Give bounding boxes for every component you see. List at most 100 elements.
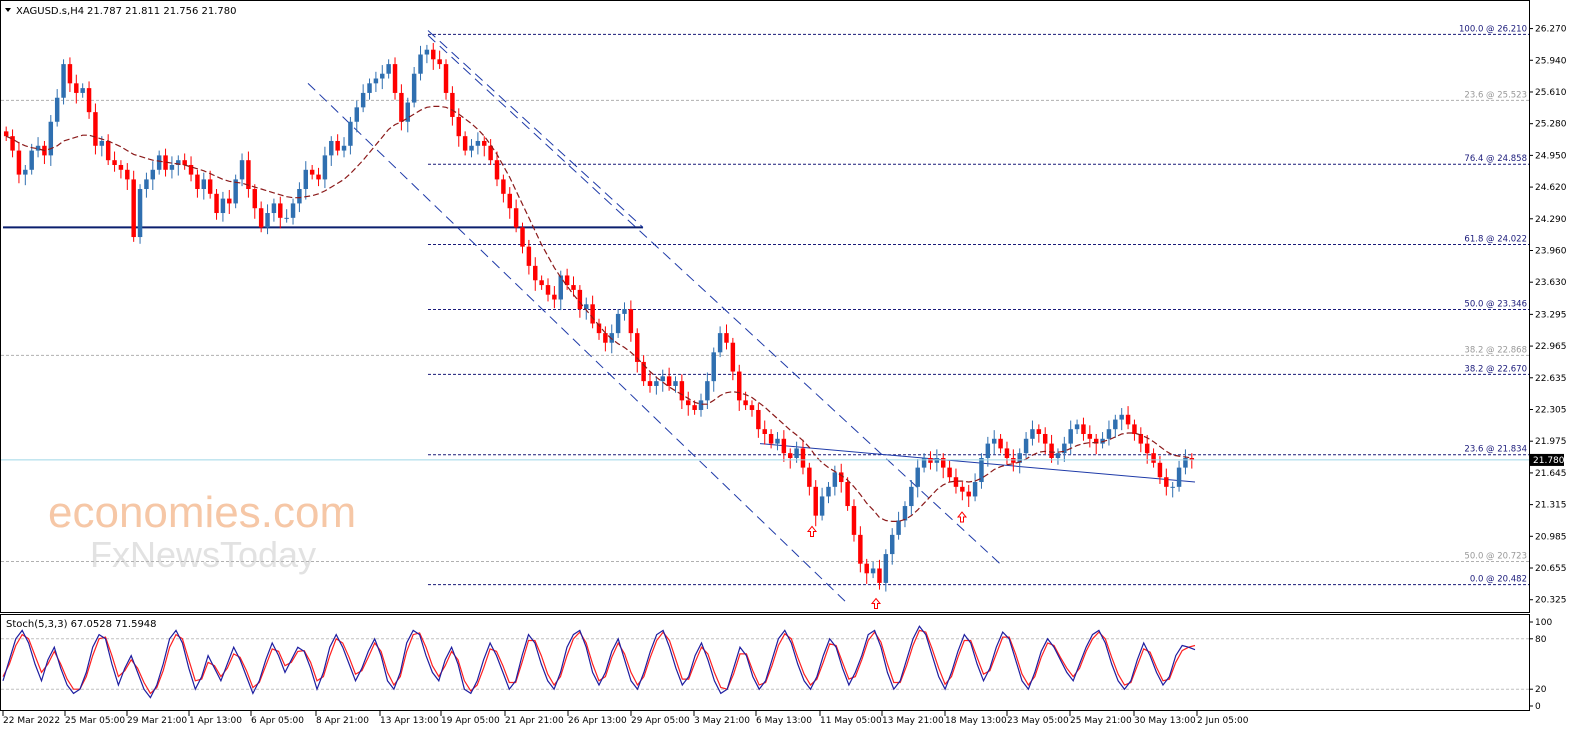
candle-body xyxy=(513,208,519,228)
fib-label: 23.6 @ 25.523 xyxy=(1464,90,1527,100)
candle-body xyxy=(450,92,455,117)
time-tick-label: 21 Apr 21:00 xyxy=(505,716,564,726)
candle-body xyxy=(654,381,659,386)
candle-body xyxy=(67,64,73,84)
channel-line xyxy=(427,34,1001,565)
candle-body xyxy=(29,150,34,170)
ohlc-readout: 21.787 21.811 21.756 21.780 xyxy=(87,6,237,17)
candle-body xyxy=(1055,453,1061,459)
price-tick-label: 21.315 xyxy=(1535,501,1567,511)
candle-body xyxy=(960,486,965,492)
candle-body xyxy=(768,433,774,444)
time-tick-label: 19 Apr 05:00 xyxy=(441,716,500,726)
time-tick-label: 25 May 21:00 xyxy=(1070,716,1132,726)
candle-body xyxy=(112,160,117,165)
candle-body xyxy=(800,448,806,468)
candle-body xyxy=(341,145,347,151)
watermark-economies: economies.com xyxy=(48,488,356,537)
candle-body xyxy=(526,246,532,266)
time-axis: 22 Mar 2022 25 Mar 05:00 29 Mar 21:00 1 Apr… xyxy=(2,711,1249,726)
candle-body xyxy=(838,472,844,483)
current-price-tag xyxy=(1530,453,1564,466)
price-tick-label: 23.295 xyxy=(1535,310,1567,320)
time-tick-label: 13 Apr 13:00 xyxy=(380,716,439,726)
candle-body xyxy=(93,112,98,146)
price-tick-label: 23.630 xyxy=(1535,278,1567,288)
stoch-tick-label: 0 xyxy=(1535,702,1541,712)
price-tick-label: 23.960 xyxy=(1535,246,1567,256)
candle-body xyxy=(635,333,640,362)
candle-body xyxy=(348,121,353,146)
candle-body xyxy=(258,208,264,228)
candle-body xyxy=(749,405,755,410)
candle-body xyxy=(1113,419,1118,430)
candle-body xyxy=(972,482,978,497)
candle-body xyxy=(584,304,589,310)
fib-label: 23.6 @ 21.834 xyxy=(1464,445,1527,455)
candle-body xyxy=(1189,458,1195,460)
candle-body xyxy=(717,333,723,353)
stochastic-oscillator: 100 80 20 0 xyxy=(1,618,1552,712)
candle-body xyxy=(787,453,793,459)
channel-line xyxy=(307,82,847,603)
candle-body xyxy=(775,438,780,444)
candle-body xyxy=(246,160,251,190)
candle-body xyxy=(991,438,997,444)
candle-body xyxy=(360,92,366,108)
time-tick-label: 1 Apr 13:00 xyxy=(189,716,242,726)
time-tick-label: 11 May 05:00 xyxy=(820,716,882,726)
candle-body xyxy=(1164,477,1169,487)
candle-body xyxy=(615,313,621,334)
candle-body xyxy=(290,203,296,218)
candle-body xyxy=(807,467,812,487)
candle-body xyxy=(188,164,194,175)
candle-body xyxy=(367,83,372,93)
candle-body xyxy=(666,376,672,386)
time-tick-label: 25 Mar 05:00 xyxy=(65,716,125,726)
candle-body xyxy=(845,482,850,507)
candle-body xyxy=(99,140,105,146)
descending-channel xyxy=(307,30,1196,603)
time-tick-label: 26 Apr 13:00 xyxy=(568,716,627,726)
candle-body xyxy=(1170,486,1175,488)
candle-body xyxy=(947,467,952,478)
candle-body xyxy=(762,429,767,434)
time-tick-label: 29 Apr 05:00 xyxy=(631,716,690,726)
candle-body xyxy=(10,136,15,151)
fibonacci-levels: 100.0 @ 26.210 76.4 @ 24.858 61.8 @ 24.022… xyxy=(1,24,1529,586)
candle-body xyxy=(431,49,436,60)
candle-body xyxy=(150,169,156,180)
candle-body xyxy=(1183,458,1188,468)
candle-body xyxy=(80,88,85,93)
symbol-dropdown-icon[interactable] xyxy=(5,8,11,12)
candle-body xyxy=(354,107,360,122)
candle-body xyxy=(156,155,162,170)
candle-body xyxy=(265,213,270,228)
candle-body xyxy=(539,280,544,286)
candle-body xyxy=(966,491,971,497)
candle-body xyxy=(207,179,213,194)
candle-body xyxy=(456,116,461,137)
candle-body xyxy=(1132,424,1137,434)
price-tick-label: 25.610 xyxy=(1535,88,1567,98)
candle-body xyxy=(609,333,614,343)
fib-label: 50.0 @ 20.723 xyxy=(1464,551,1527,561)
candle-body xyxy=(297,189,302,204)
candle-body xyxy=(48,121,54,156)
candle-body xyxy=(144,179,149,190)
candle-body xyxy=(940,458,946,468)
candle-body xyxy=(1062,443,1067,454)
candle-body xyxy=(781,438,787,454)
candle-body xyxy=(1144,443,1150,454)
candle-body xyxy=(176,160,181,165)
candle-body xyxy=(386,64,391,74)
candle-body xyxy=(494,160,500,180)
candle-body xyxy=(239,160,245,180)
candle-body xyxy=(1087,433,1093,439)
candle-body xyxy=(3,131,9,137)
trend-line xyxy=(759,443,1196,483)
candle-body xyxy=(724,333,729,343)
candle-body xyxy=(86,88,92,113)
candle-body xyxy=(813,486,818,516)
